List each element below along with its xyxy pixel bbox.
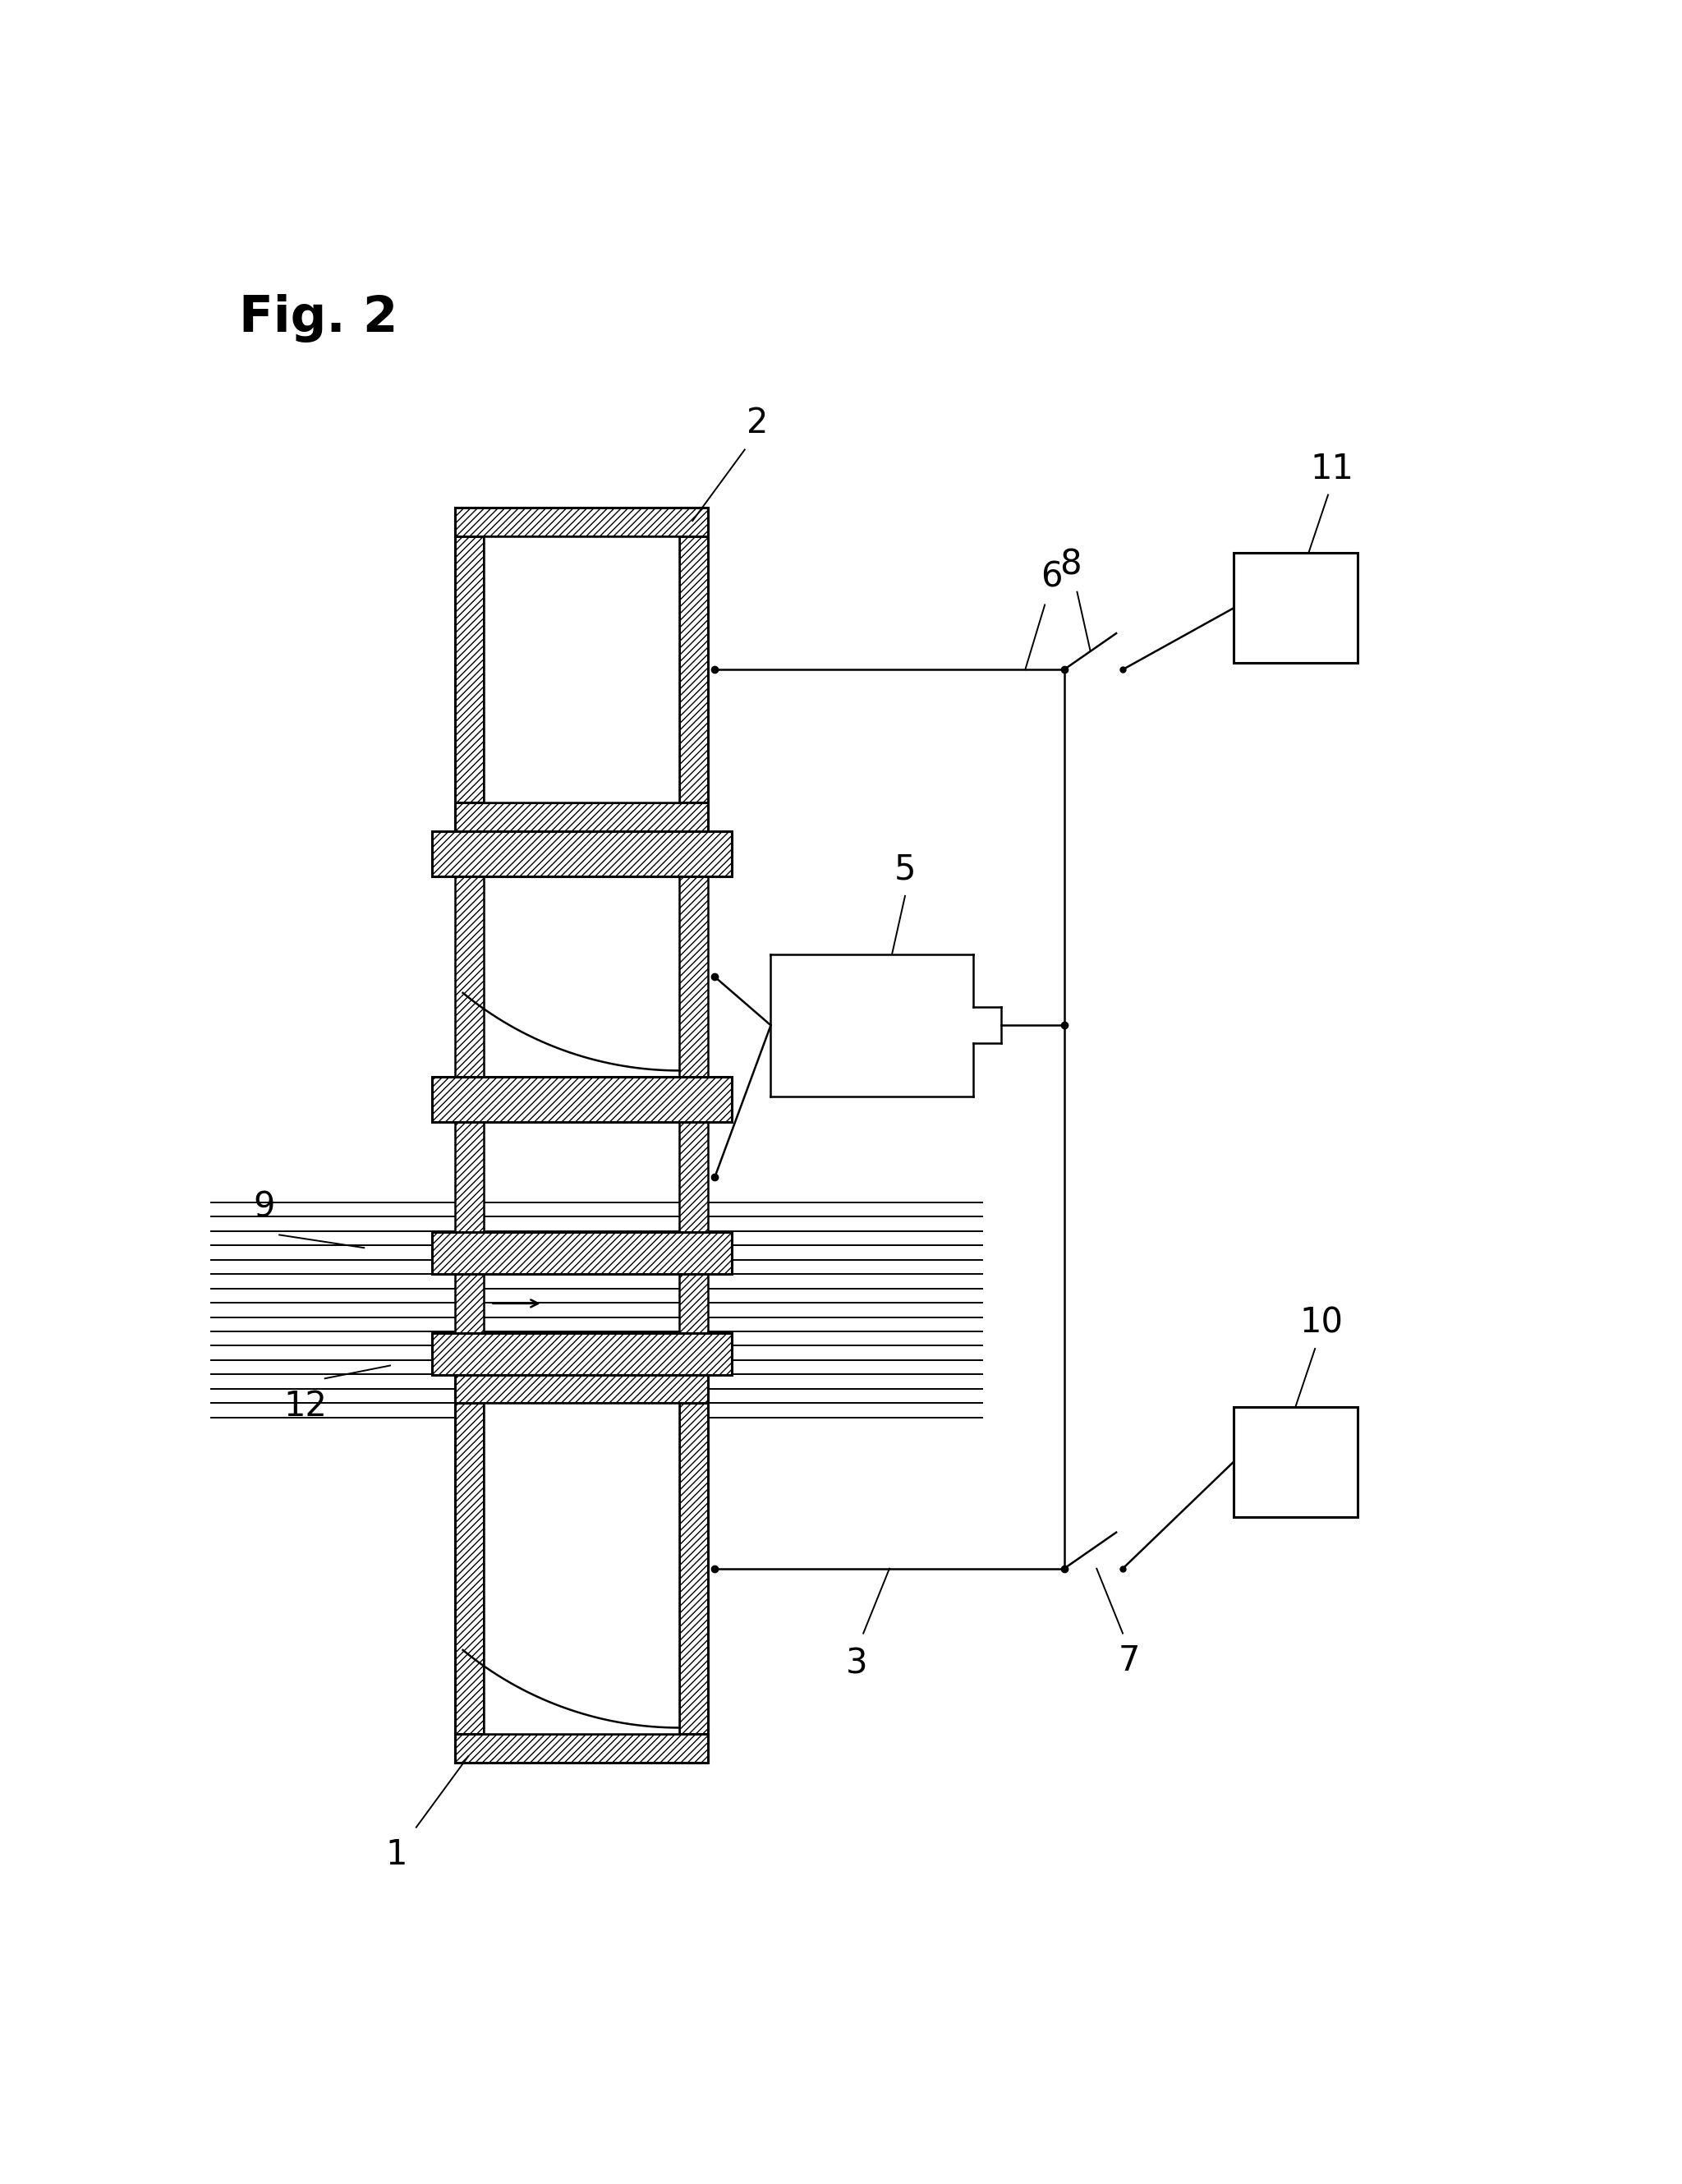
- Bar: [1233, 553, 1357, 664]
- Text: 11: 11: [1310, 452, 1354, 485]
- Text: Fig. 2: Fig. 2: [239, 295, 399, 343]
- Bar: [456, 1374, 708, 1402]
- Text: 12: 12: [284, 1389, 326, 1424]
- Bar: [680, 876, 708, 1077]
- Bar: [484, 537, 680, 804]
- Bar: [456, 509, 708, 537]
- Bar: [432, 832, 732, 876]
- Text: 9: 9: [252, 1190, 274, 1225]
- Text: 6: 6: [1041, 559, 1061, 594]
- Bar: [456, 1273, 484, 1332]
- Text: 8: 8: [1060, 548, 1082, 581]
- Bar: [432, 1232, 732, 1273]
- Bar: [456, 1374, 484, 1762]
- Bar: [456, 876, 484, 1077]
- Bar: [680, 1374, 708, 1762]
- Text: 2: 2: [747, 406, 769, 441]
- Bar: [456, 1734, 708, 1762]
- Bar: [772, 954, 972, 1094]
- Text: 5: 5: [895, 852, 917, 887]
- Text: 4: 4: [851, 1009, 873, 1042]
- Bar: [680, 1123, 708, 1232]
- Bar: [484, 1402, 680, 1734]
- Text: 7: 7: [1119, 1645, 1140, 1677]
- Bar: [456, 1123, 484, 1232]
- Bar: [456, 804, 708, 832]
- Bar: [680, 1273, 708, 1332]
- Text: 10: 10: [1300, 1306, 1344, 1339]
- Bar: [456, 509, 484, 832]
- Text: 1: 1: [385, 1837, 407, 1872]
- Bar: [432, 1077, 732, 1123]
- Bar: [1233, 1406, 1357, 1518]
- Text: 3: 3: [846, 1647, 868, 1682]
- Bar: [432, 1332, 732, 1374]
- Bar: [680, 509, 708, 832]
